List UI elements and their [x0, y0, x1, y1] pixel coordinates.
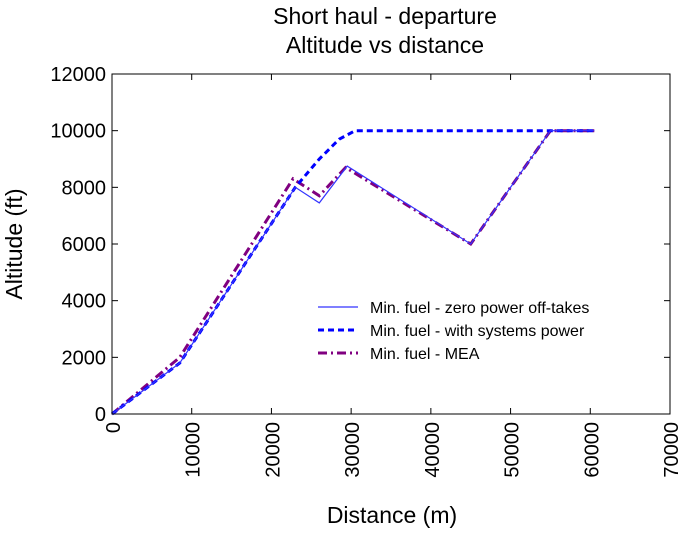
y-tick-label: 2000 [62, 347, 107, 369]
y-tick-label: 10000 [50, 121, 106, 143]
y-axis: 0 2000 4000 6000 8000 10000 12000 [50, 64, 670, 426]
y-tick-label: 8000 [62, 177, 107, 199]
x-axis-label: Distance (m) [327, 502, 457, 528]
legend: Min. fuel - zero power off-takes Min. fue… [318, 300, 589, 363]
legend-label-1: Min. fuel - zero power off-takes [370, 300, 589, 317]
series-layer [111, 129, 595, 416]
legend-label-2: Min. fuel - with systems power [370, 323, 585, 340]
x-tick-label: 50000 [502, 422, 524, 478]
y-tick-label: 4000 [62, 291, 107, 313]
x-tick-label: 60000 [581, 422, 603, 478]
x-tick-label: 20000 [262, 422, 284, 478]
x-tick-label: 30000 [342, 422, 364, 478]
x-tick-label: 70000 [661, 422, 683, 478]
y-tick-label: 6000 [62, 234, 107, 256]
series-line-1 [111, 130, 595, 415]
plot-frame [111, 73, 671, 415]
series-line-3 [111, 129, 595, 416]
chart-title: Short haul - departure [273, 3, 497, 29]
chart-subtitle: Altitude vs distance [286, 32, 484, 58]
y-axis-label: Altitude (ft) [1, 188, 27, 299]
legend-label-3: Min. fuel - MEA [370, 346, 480, 363]
y-tick-label: 12000 [50, 64, 106, 86]
y-tick-label: 0 [95, 404, 106, 426]
series-line-2 [111, 129, 595, 416]
x-axis: 0 10000 20000 30000 40000 50000 60000 70000 [103, 74, 683, 478]
x-tick-label: 10000 [183, 422, 205, 478]
x-tick-label: 0 [103, 422, 125, 433]
x-tick-label: 40000 [422, 422, 444, 478]
